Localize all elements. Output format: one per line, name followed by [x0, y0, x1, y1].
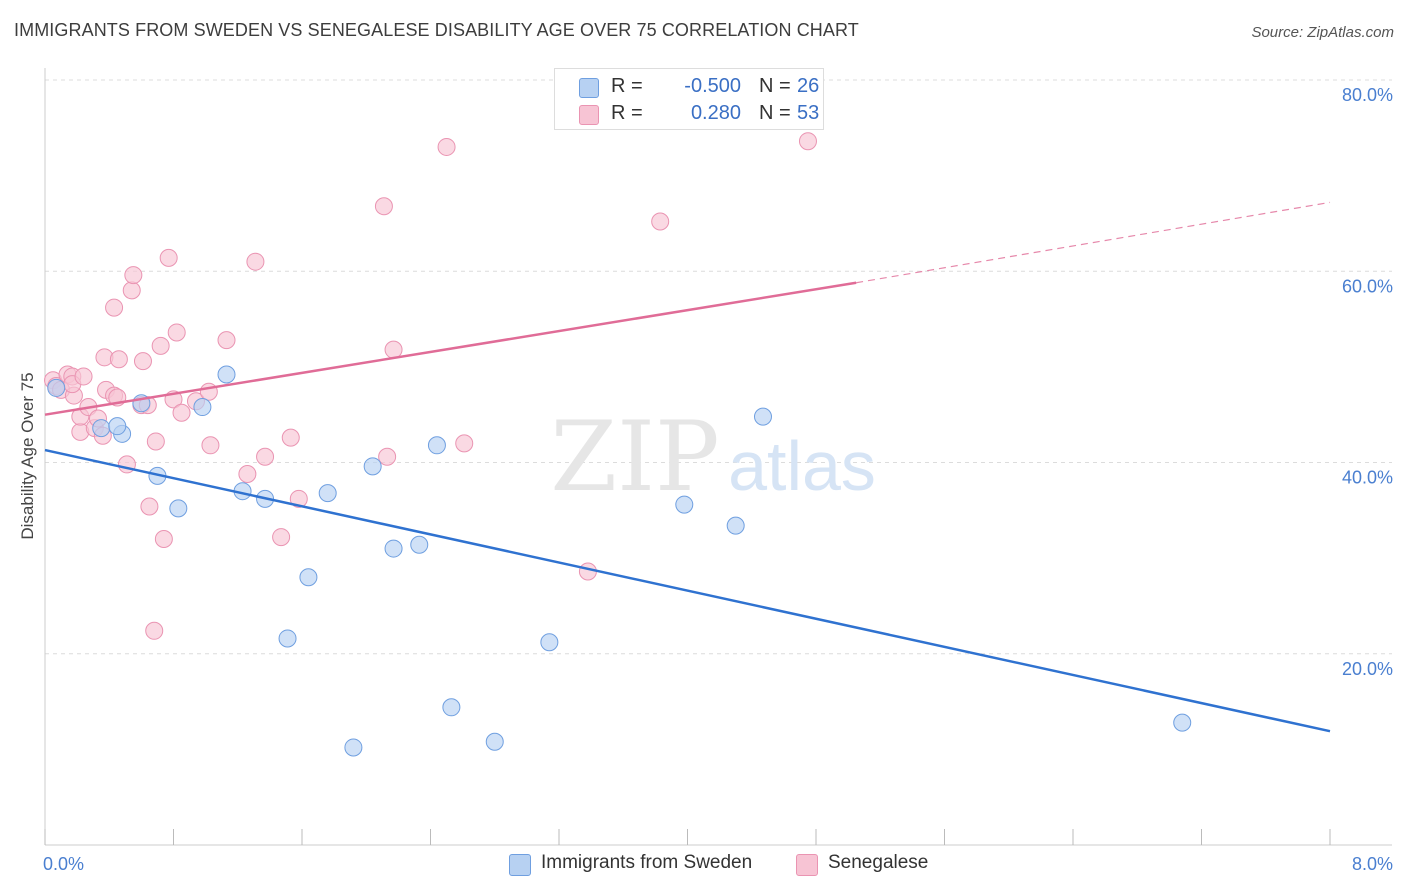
senegalese-points: [44, 132, 817, 640]
stats-legend: R = -0.500 N = 26 R = 0.280 N = 53: [554, 68, 824, 130]
r-value: -0.500: [684, 75, 741, 97]
senegalese-point: [217, 331, 236, 350]
sweden-point: [92, 419, 111, 438]
series-legend: Immigrants from Sweden Senegalese: [0, 852, 1406, 878]
senegalese-point: [384, 340, 403, 359]
sweden-point: [540, 633, 559, 652]
sweden-point: [726, 516, 745, 535]
senegalese-point: [151, 336, 170, 355]
senegalese-point: [246, 252, 265, 271]
senegalese-legend-swatch: [796, 854, 818, 876]
legend-label-sweden: Immigrants from Sweden: [541, 852, 753, 873]
senegalese-point: [256, 447, 275, 466]
sweden-point: [217, 365, 236, 384]
x-tick-label: 0.0%: [43, 854, 84, 874]
senegalese-point: [124, 266, 143, 285]
sweden-point: [299, 568, 318, 587]
sweden-point: [193, 398, 212, 417]
senegalese-point: [122, 281, 141, 300]
senegalese-point: [172, 403, 191, 422]
senegalese-point: [199, 382, 218, 401]
sweden-point: [169, 499, 188, 518]
trend-lines: [44, 201, 1331, 733]
senegalese-point: [238, 464, 257, 483]
sweden-point: [1173, 713, 1192, 732]
watermark: ZIP atlas: [550, 401, 876, 513]
sweden-legend-swatch: [509, 854, 531, 876]
sweden-point: [410, 535, 429, 554]
sweden-point: [485, 732, 504, 751]
n-label: N =: [759, 102, 791, 124]
r-label: R =: [611, 102, 643, 124]
senegalese-point: [281, 428, 300, 447]
axes: [44, 68, 1392, 846]
watermark-zip: ZIP: [550, 401, 719, 513]
legend-label-senegalese: Senegalese: [828, 852, 929, 873]
senegalese-trend-line-extension: [856, 201, 1331, 284]
sweden-point: [753, 407, 772, 426]
senegalese-point: [578, 562, 597, 581]
chart-source: Source: ZipAtlas.com: [1251, 24, 1394, 41]
chart-title: IMMIGRANTS FROM SWEDEN VS SENEGALESE DIS…: [14, 20, 859, 40]
x-tick-label: 8.0%: [1352, 854, 1393, 874]
senegalese-point: [455, 434, 474, 453]
sweden-point: [427, 436, 446, 455]
senegalese-point: [798, 132, 817, 151]
senegalese-point: [651, 212, 670, 231]
sweden-point: [278, 629, 297, 648]
sweden-swatch: [579, 78, 599, 98]
n-label: N =: [759, 75, 791, 97]
senegalese-trend-line: [44, 281, 857, 416]
senegalese-point: [154, 530, 173, 548]
n-value: 26: [797, 75, 820, 97]
senegalese-point: [105, 298, 124, 317]
sweden-point: [47, 378, 66, 397]
senegalese-swatch: [579, 105, 599, 125]
sweden-point: [442, 698, 461, 717]
tick-labels: 20.0% 40.0% 60.0% 80.0% 0.0% 8.0%: [43, 85, 1393, 874]
r-value: 0.280: [690, 102, 741, 124]
watermark-atlas: atlas: [728, 427, 876, 505]
senegalese-point: [159, 248, 178, 267]
n-value: 53: [797, 102, 820, 124]
y-tick-label: 60.0%: [1342, 276, 1393, 296]
gridlines: [45, 79, 1392, 655]
senegalese-point: [140, 497, 159, 516]
senegalese-point: [374, 197, 393, 216]
sweden-point: [363, 457, 382, 476]
senegalese-point: [167, 323, 186, 342]
senegalese-point: [109, 350, 128, 369]
senegalese-point: [146, 432, 165, 451]
senegalese-point: [74, 367, 93, 386]
sweden-point: [344, 738, 363, 757]
y-tick-label: 20.0%: [1342, 659, 1393, 679]
senegalese-point: [289, 489, 308, 508]
sweden-point: [384, 539, 403, 558]
y-tick-label: 80.0%: [1342, 85, 1393, 105]
sweden-point: [675, 495, 694, 514]
senegalese-point: [145, 621, 164, 640]
senegalese-point: [133, 352, 152, 371]
y-axis-title: Disability Age Over 75: [18, 372, 37, 540]
sweden-trend-line: [44, 448, 1331, 733]
y-tick-label: 40.0%: [1342, 468, 1393, 488]
r-label: R =: [611, 75, 643, 97]
senegalese-point: [201, 436, 220, 455]
senegalese-point: [437, 137, 456, 156]
senegalese-point: [272, 528, 291, 547]
sweden-point: [318, 484, 337, 503]
sweden-point: [108, 417, 127, 436]
senegalese-point: [378, 447, 397, 466]
